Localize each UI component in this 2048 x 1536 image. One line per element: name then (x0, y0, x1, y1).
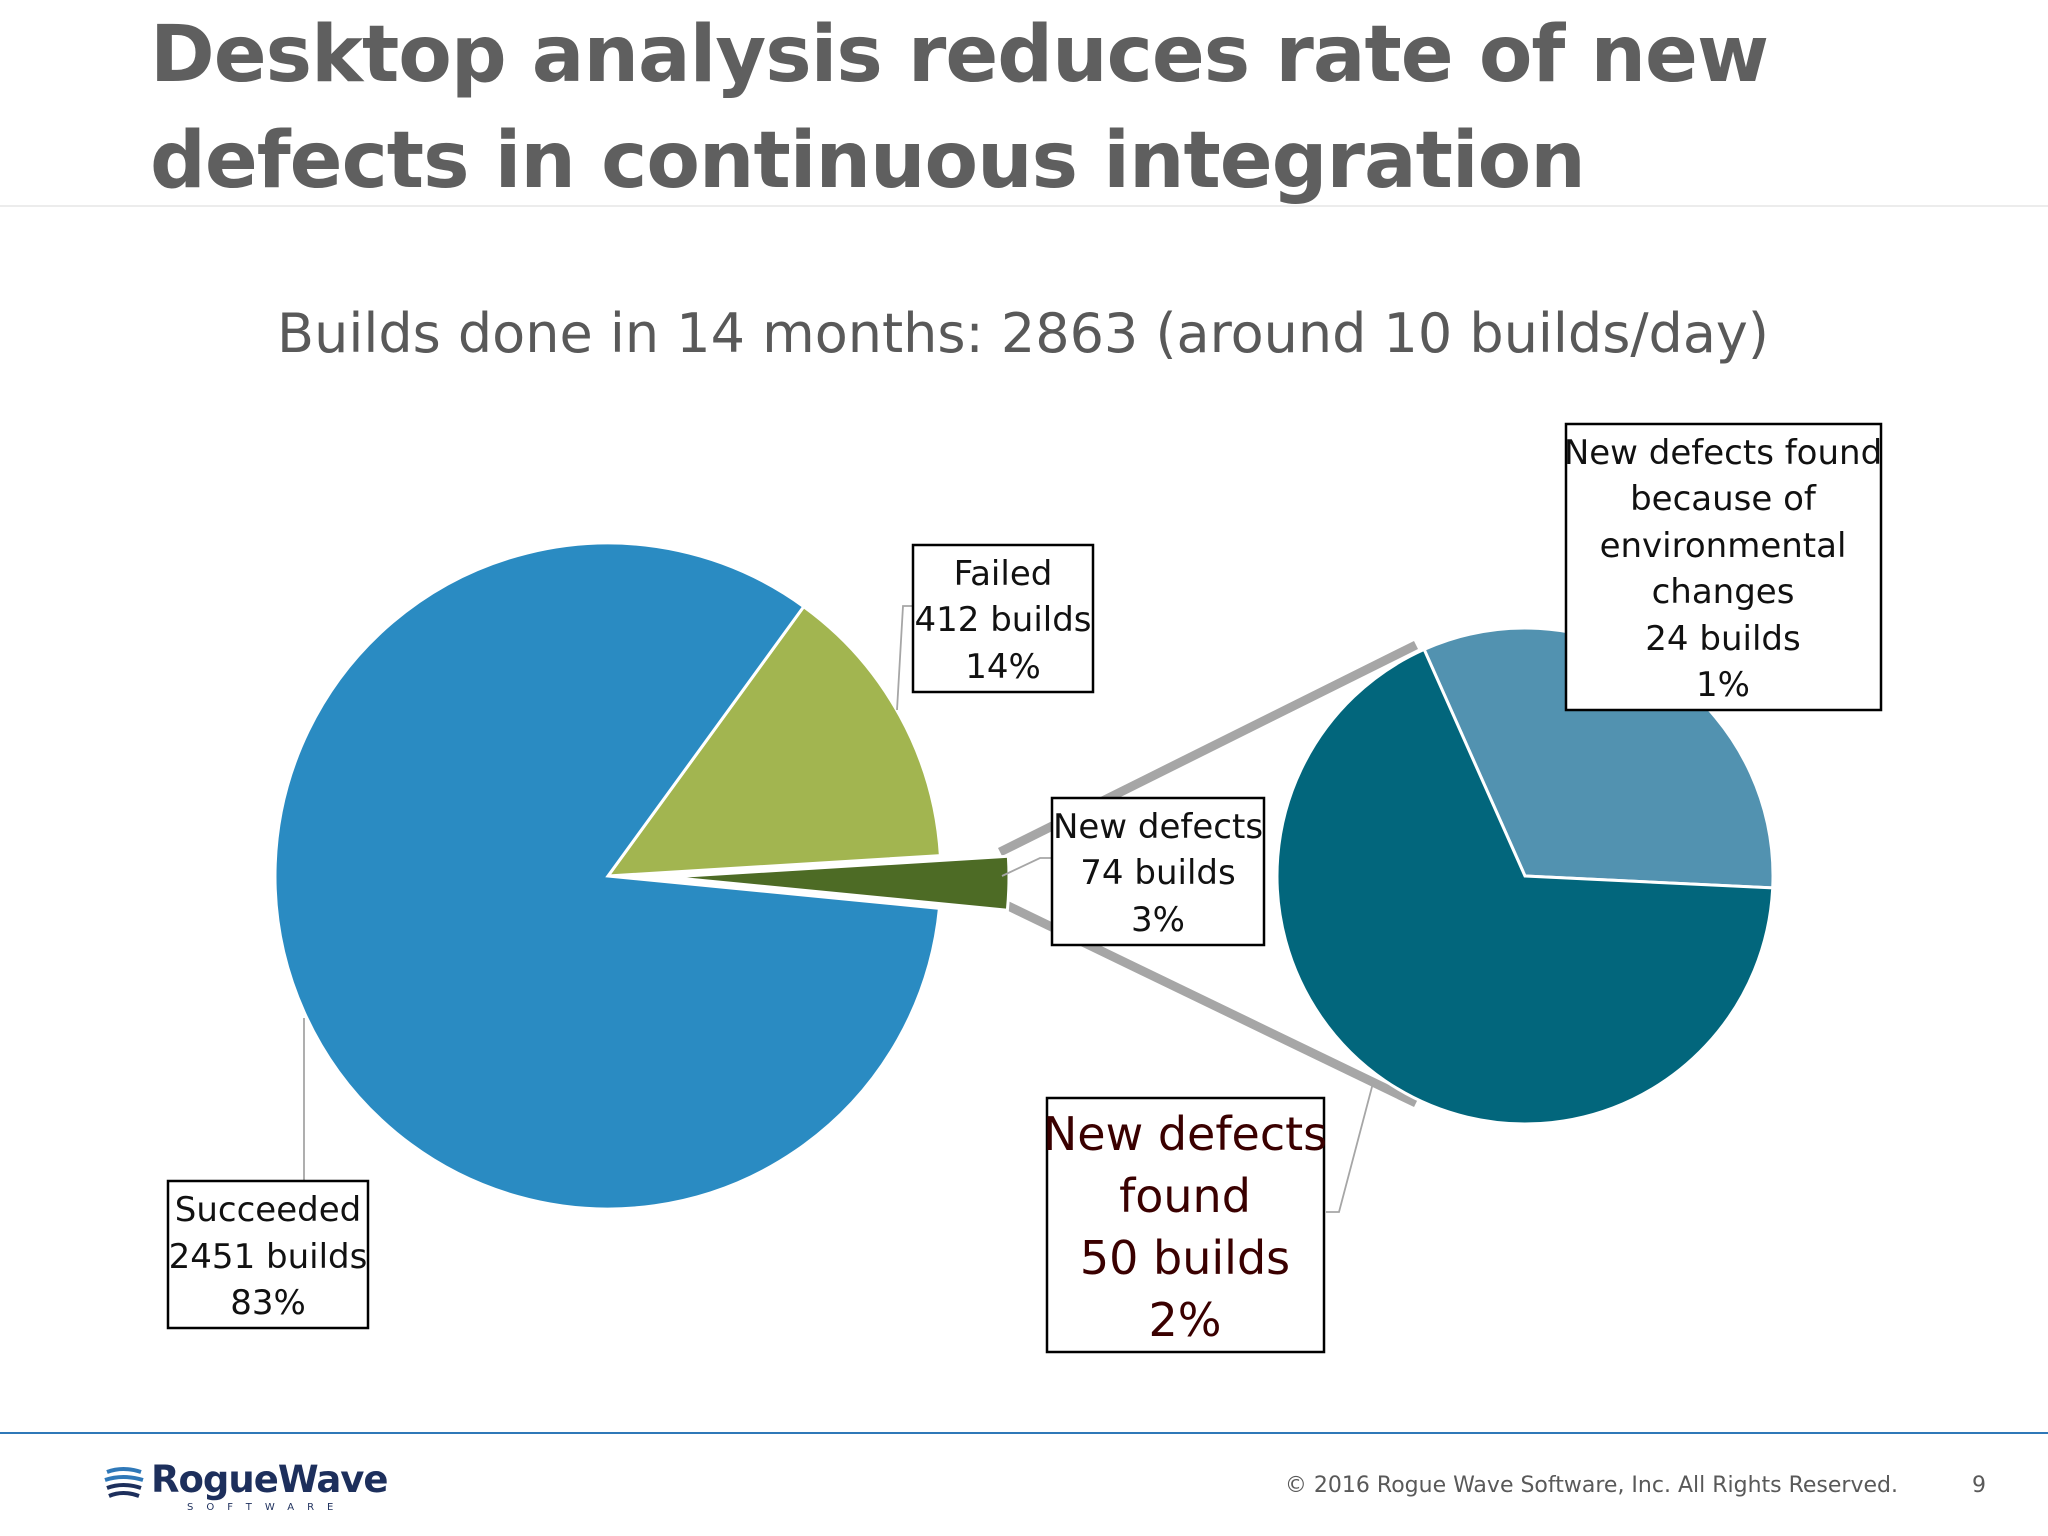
label-new-defects-builds: 74 builds (1080, 853, 1235, 893)
label-environmental-builds: 24 builds (1645, 619, 1800, 659)
label-succeeded-builds: 2451 builds (169, 1237, 368, 1277)
copyright-text: © 2016 Rogue Wave Software, Inc. All Rig… (1284, 1473, 1898, 1498)
leader-line-new-defects (1001, 857, 1052, 877)
slide-title: Desktop analysis reduces rate of new def… (150, 10, 1769, 206)
label-succeeded-name: Succeeded (175, 1190, 361, 1230)
logo-wordmark: RogueWave (151, 1458, 389, 1501)
label-new-found-line-2: found (1119, 1169, 1251, 1223)
logo-subtext: SOFTWARE (187, 1502, 347, 1513)
pie-slice-new-defects (667, 854, 1011, 912)
chart-subtitle: Builds done in 14 months: 2863 (around 1… (277, 302, 1769, 365)
label-environmental-line-2: because of (1630, 479, 1817, 519)
label-failed-builds: 412 builds (914, 600, 1091, 640)
roguewave-logo: RogueWave SOFTWARE (103, 1458, 423, 1518)
label-new-defects-percent: 3% (1131, 900, 1185, 940)
label-new-defects: New defects 74 builds 3% (1050, 796, 1266, 947)
logo-waves-icon (104, 1467, 144, 1498)
label-succeeded: Succeeded 2451 builds 83% (166, 1179, 370, 1330)
label-failed-name: Failed (954, 554, 1053, 594)
label-environmental: New defects found because of environment… (1564, 422, 1883, 712)
pie-of-pie-chart: Builds done in 14 months: 2863 (around 1… (166, 302, 1883, 1354)
label-box-failed (911, 543, 1095, 694)
label-environmental-line-4: changes (1652, 572, 1795, 612)
label-failed-percent: 14% (965, 647, 1041, 687)
label-new-found-percent: 2% (1149, 1293, 1222, 1347)
title-divider (0, 205, 2048, 207)
label-new-defects-found: New defects found 50 builds 2% (1043, 1096, 1327, 1354)
main-pie (273, 541, 1011, 1211)
pie-slice-succeeded (273, 541, 942, 1211)
page-number: 9 (1972, 1473, 1986, 1498)
label-box-new-defects-found (1045, 1096, 1326, 1354)
label-new-found-line-1: New defects (1043, 1107, 1327, 1161)
footer-divider (0, 1432, 2048, 1434)
label-box-environmental (1564, 422, 1883, 712)
label-environmental-line-3: environmental (1600, 526, 1847, 566)
label-box-succeeded (166, 1179, 370, 1330)
label-failed: Failed 412 builds 14% (911, 543, 1095, 694)
label-box-new-defects (1050, 796, 1266, 947)
pie-slice-failed (604, 604, 942, 878)
label-succeeded-percent: 83% (230, 1283, 306, 1323)
pie-slice-new-defects-found (1275, 647, 1775, 1126)
leader-line-failed (896, 605, 913, 711)
label-environmental-line-1: New defects found (1564, 433, 1882, 473)
label-new-found-builds: 50 builds (1080, 1231, 1290, 1285)
leader-line-new-defects-found (1326, 1082, 1374, 1213)
label-new-defects-name: New defects (1053, 807, 1263, 847)
label-environmental-percent: 1% (1696, 665, 1750, 705)
